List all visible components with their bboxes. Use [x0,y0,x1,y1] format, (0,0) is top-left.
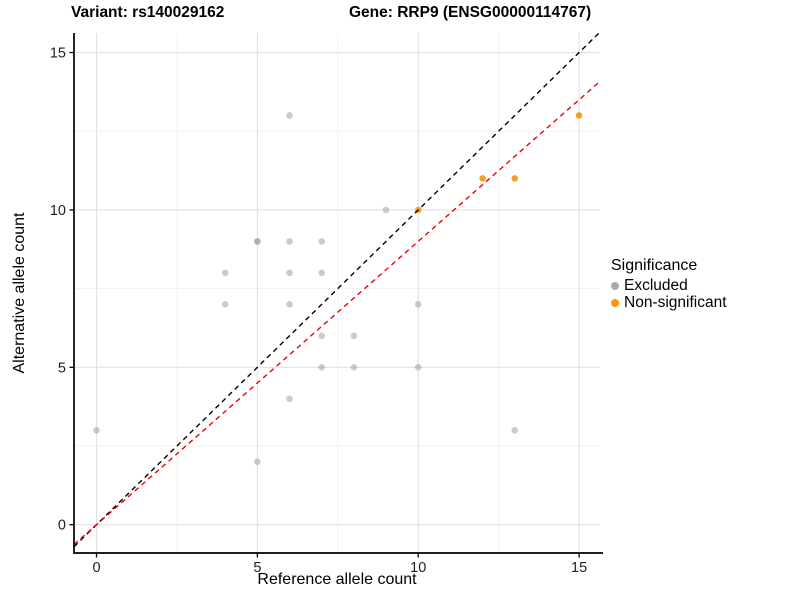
point-excluded [318,332,326,340]
point-excluded [221,301,229,308]
identity-line [74,33,600,548]
point-non-significant [575,112,583,119]
legend: Significance Excluded Non-significant [611,256,727,311]
point-excluded [286,301,293,308]
point-excluded [318,269,326,277]
point-excluded [350,332,358,340]
legend-item-non-significant: Non-significant [611,294,727,311]
x-tick-label: 0 [92,560,100,576]
legend-dot-icon [611,298,619,307]
legend-title: Significance [611,257,698,274]
point-excluded [350,363,358,371]
regression-line [74,80,600,546]
point-non-significant [479,175,486,182]
point-excluded [254,458,261,466]
point-excluded [286,269,293,277]
gene-title: Gene: RRP9 (ENSG00000114767) [349,4,592,21]
point-non-significant [511,175,519,182]
point-excluded [286,238,293,245]
y-tick-label: 15 [50,46,66,62]
legend-item-excluded: Excluded [611,277,727,294]
variant-title: Variant: rs140029162 [71,4,225,21]
y-tick-label: 0 [58,518,66,534]
legend-dot-icon [611,281,619,290]
point-excluded [93,426,100,434]
point-excluded [414,301,422,308]
point-excluded [318,238,326,245]
y-tick-label: 5 [58,360,66,376]
point-excluded [286,395,293,403]
point-excluded [382,206,390,214]
x-tick-label: 15 [571,560,587,576]
legend-item-label: Excluded [624,276,688,294]
x-tick-label: 5 [253,560,261,576]
y-axis-title: Alternative allele count [11,212,28,374]
x-axis-title: Reference allele count [257,571,417,588]
x-tick-label: 10 [410,560,426,576]
point-excluded [286,112,293,119]
point-excluded [254,238,261,245]
point-excluded [318,363,326,371]
point-excluded [414,363,422,371]
point-excluded [511,426,519,434]
legend-item-label: Non-significant [624,293,727,311]
y-tick-label: 10 [50,203,66,219]
point-excluded [221,269,229,277]
